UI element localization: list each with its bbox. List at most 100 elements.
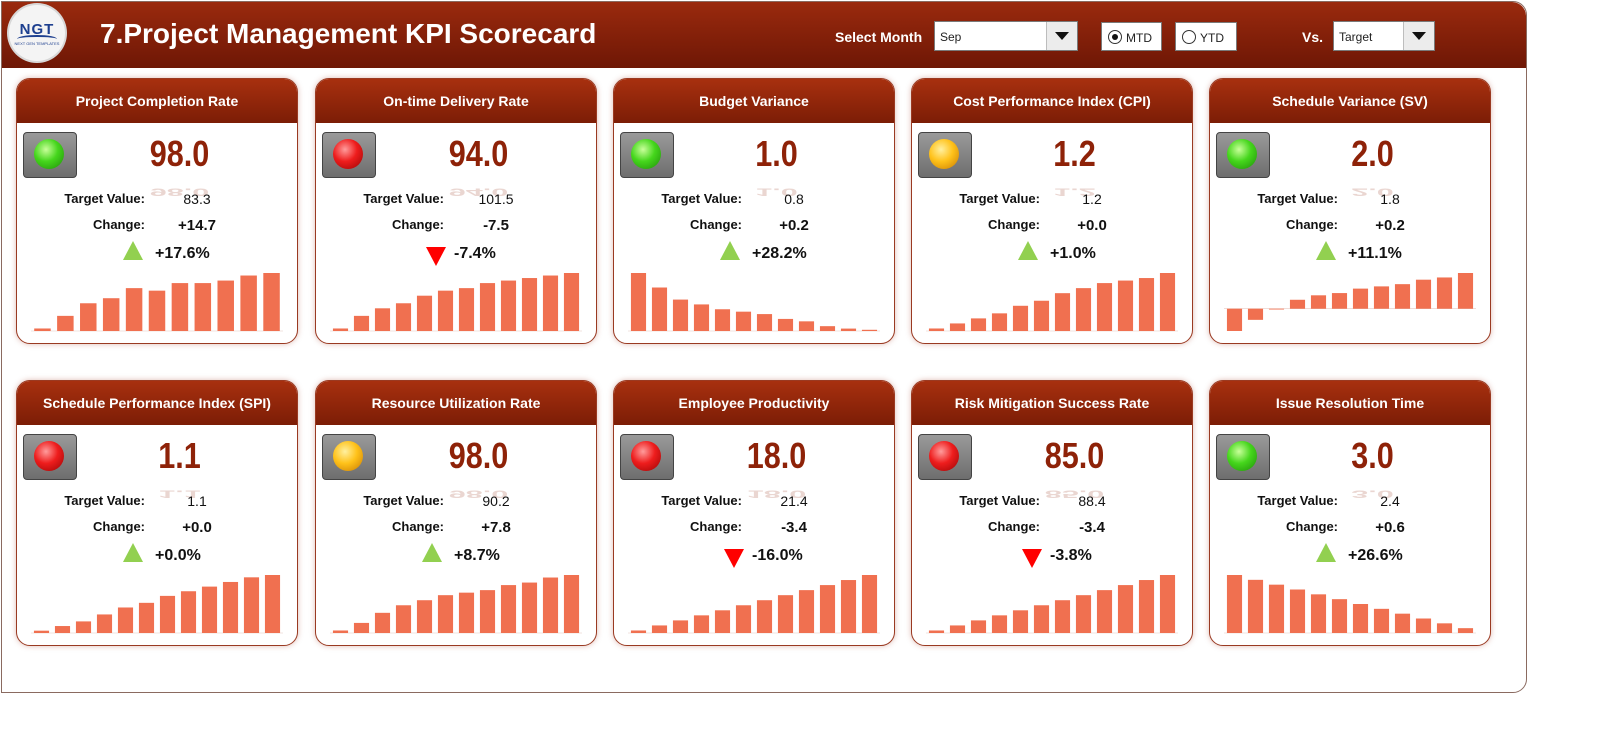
trend-bar — [798, 321, 815, 331]
target-label: Target Value: — [363, 191, 444, 206]
trend-bar — [1289, 299, 1306, 309]
traffic-light-icon — [620, 434, 674, 480]
trend-bar — [374, 612, 391, 633]
header-bar: NGT NEXT GEN TEMPLATES 7.Project Managem… — [2, 2, 1526, 68]
vs-dropdown-button[interactable] — [1403, 22, 1434, 50]
ytd-option[interactable]: YTD — [1175, 22, 1237, 51]
card-header: Cost Performance Index (CPI) — [912, 79, 1192, 123]
trend-bar — [437, 290, 454, 331]
trend-bar — [1054, 293, 1071, 331]
change-value: -7.5 — [483, 217, 509, 234]
target-label: Target Value: — [64, 191, 145, 206]
trend-bar — [33, 630, 50, 633]
traffic-light-icon — [23, 434, 77, 480]
trend-bar — [1310, 594, 1327, 633]
chevron-down-icon — [1055, 32, 1069, 40]
kpi-value: 85.0 — [1044, 435, 1105, 476]
kpi-card: Project Completion Rate 98.0 98.0 Target Va… — [16, 78, 298, 344]
card-header: Budget Variance — [614, 79, 894, 123]
traffic-light-icon — [322, 132, 376, 178]
kpi-title: Budget Variance — [699, 93, 809, 109]
card-header: Resource Utilization Rate — [316, 381, 596, 425]
ytd-radio-icon[interactable] — [1182, 30, 1196, 44]
trend-bar — [970, 318, 987, 331]
vs-dropdown[interactable]: Target — [1333, 21, 1435, 51]
month-dropdown-button[interactable] — [1046, 22, 1077, 50]
change-label: Change: — [392, 217, 444, 232]
trend-bar — [521, 278, 538, 331]
change-label: Change: — [690, 519, 742, 534]
trend-bar — [222, 581, 239, 633]
change-value: +7.8 — [481, 519, 511, 536]
change-label: Change: — [93, 217, 145, 232]
kpi-title: Project Completion Rate — [75, 93, 239, 109]
kpi-card: Cost Performance Index (CPI) 1.2 1.2 Target… — [911, 78, 1193, 344]
trend-bar — [970, 620, 987, 633]
status-bulb — [929, 441, 959, 471]
trend-bar — [756, 600, 773, 633]
trend-bar — [1436, 623, 1453, 633]
target-label: Target Value: — [661, 493, 742, 508]
status-bulb — [1227, 139, 1257, 169]
trend-bar — [693, 615, 710, 633]
trend-bar — [949, 625, 966, 633]
trend-bar — [563, 575, 580, 633]
change-value: +0.6 — [1375, 519, 1405, 536]
change-label: Change: — [988, 519, 1040, 534]
trend-bar — [1310, 295, 1327, 309]
trend-bar — [1117, 280, 1134, 331]
trend-bar — [479, 283, 496, 331]
status-bulb — [929, 139, 959, 169]
change-label: Change: — [1286, 519, 1338, 534]
status-bulb — [333, 441, 363, 471]
traffic-light-icon — [620, 132, 674, 178]
trend-bar — [542, 577, 559, 633]
trend-bar-chart — [330, 575, 582, 634]
trend-bar — [500, 280, 517, 331]
change-percent: +0.0% — [155, 547, 201, 564]
target-label: Target Value: — [64, 493, 145, 508]
kpi-card: Issue Resolution Time 3.0 3.0 Target Value:… — [1209, 380, 1491, 646]
month-dropdown[interactable]: Sep — [934, 21, 1078, 51]
trend-bar — [80, 303, 97, 331]
trend-bar — [1075, 288, 1092, 331]
trend-bar — [928, 328, 945, 331]
trend-bar — [1394, 613, 1411, 633]
mtd-option[interactable]: MTD — [1101, 22, 1162, 51]
change-value: -3.4 — [781, 519, 807, 536]
trend-bar — [1331, 599, 1348, 633]
trend-bar — [1138, 580, 1155, 633]
change-percent: -7.4% — [454, 245, 496, 262]
trend-bar — [332, 630, 349, 633]
trend-bar — [1415, 279, 1432, 309]
status-bulb — [34, 441, 64, 471]
kpi-value: 1.2 — [1053, 133, 1096, 174]
trend-bar — [1159, 273, 1176, 331]
trend-bar — [777, 318, 794, 331]
vs-value: Target — [1339, 30, 1373, 44]
trend-bar — [693, 304, 710, 331]
trend-bar — [217, 280, 234, 331]
trend-bar — [264, 575, 281, 633]
down-arrow-icon — [724, 549, 744, 568]
trend-bar — [96, 614, 113, 633]
change-value: +0.0 — [1077, 217, 1107, 234]
up-arrow-icon — [422, 543, 442, 562]
kpi-title: Schedule Variance (SV) — [1272, 93, 1428, 109]
trend-bar — [353, 315, 370, 331]
trend-bar — [159, 595, 176, 633]
card-header: Schedule Variance (SV) — [1210, 79, 1490, 123]
trend-bar — [735, 311, 752, 331]
kpi-value: 98.0 — [448, 435, 509, 476]
trend-bar — [416, 600, 433, 633]
mtd-label: MTD — [1126, 31, 1152, 45]
trend-bar — [125, 288, 143, 331]
mtd-radio-icon[interactable] — [1108, 30, 1122, 44]
trend-bar — [630, 273, 647, 331]
trend-bar — [714, 309, 731, 331]
trend-bar — [171, 283, 189, 331]
trend-bar — [1226, 308, 1243, 331]
target-label: Target Value: — [1257, 493, 1338, 508]
dashboard-frame: NGT NEXT GEN TEMPLATES 7.Project Managem… — [1, 1, 1527, 693]
trend-bar — [57, 315, 74, 331]
